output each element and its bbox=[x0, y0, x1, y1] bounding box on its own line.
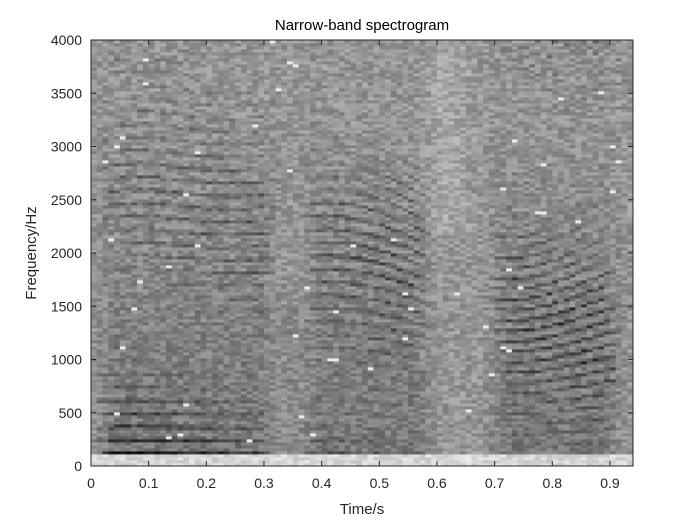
y-tick-label: 1000 bbox=[51, 352, 82, 368]
x-tick-label: 0.2 bbox=[197, 475, 217, 491]
x-tick-label: 0.8 bbox=[543, 475, 563, 491]
y-axis-label: Frequency/Hz bbox=[23, 206, 40, 299]
x-axis: 0 0.1 0.2 0.3 0.4 0.5 0.6 0.7 0.8 0.9 bbox=[87, 40, 620, 491]
y-tick-label: 3000 bbox=[51, 139, 82, 155]
x-tick-label: 0.6 bbox=[427, 475, 447, 491]
x-tick-label: 0.1 bbox=[139, 475, 159, 491]
x-tick-label: 0.5 bbox=[370, 475, 390, 491]
x-axis-label: Time/s bbox=[340, 501, 384, 518]
y-tick-label: 1500 bbox=[51, 298, 82, 314]
x-tick-label: 0 bbox=[87, 475, 95, 491]
x-tick-label: 0.7 bbox=[485, 475, 505, 491]
chart-title: Narrow-band spectrogram bbox=[275, 17, 449, 34]
x-tick-label: 0.9 bbox=[600, 475, 620, 491]
x-tick-label: 0.4 bbox=[312, 475, 332, 491]
y-tick-label: 2000 bbox=[51, 245, 82, 261]
y-tick-label: 4000 bbox=[51, 32, 82, 48]
y-tick-label: 2500 bbox=[51, 192, 82, 208]
x-tick-label: 0.3 bbox=[254, 475, 274, 491]
spectrogram-image bbox=[91, 40, 633, 466]
y-tick-label: 500 bbox=[59, 405, 83, 421]
y-tick-label: 0 bbox=[74, 458, 82, 474]
y-axis: 0 500 1000 1500 2000 2500 3000 3500 4000 bbox=[51, 32, 633, 474]
y-tick-label: 3500 bbox=[51, 85, 82, 101]
